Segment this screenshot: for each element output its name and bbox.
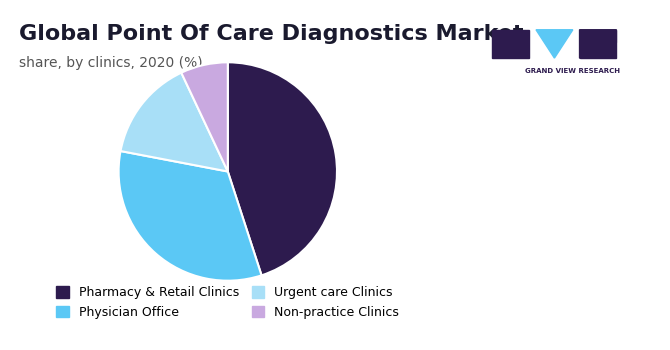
Bar: [580, 30, 616, 58]
Polygon shape: [580, 30, 616, 58]
Wedge shape: [182, 62, 228, 172]
Text: Global Point Of Care Diagnostics Market: Global Point Of Care Diagnostics Market: [19, 25, 524, 44]
Text: $27.7B: $27.7B: [517, 133, 636, 161]
Wedge shape: [121, 73, 228, 172]
Wedge shape: [228, 62, 337, 275]
Legend: Pharmacy & Retail Clinics, Physician Office, Urgent care Clinics, Non-practice C: Pharmacy & Retail Clinics, Physician Off…: [52, 281, 404, 324]
Text: share, by clinics, 2020 (%): share, by clinics, 2020 (%): [19, 56, 203, 70]
Bar: [492, 30, 529, 58]
Text: Source:
www.grandviewresearch.com: Source: www.grandviewresearch.com: [505, 297, 648, 319]
Wedge shape: [119, 151, 261, 281]
Polygon shape: [536, 30, 573, 58]
Text: GRAND VIEW RESEARCH: GRAND VIEW RESEARCH: [525, 68, 620, 74]
Text: Global Market Size,
2020: Global Market Size, 2020: [516, 189, 636, 217]
